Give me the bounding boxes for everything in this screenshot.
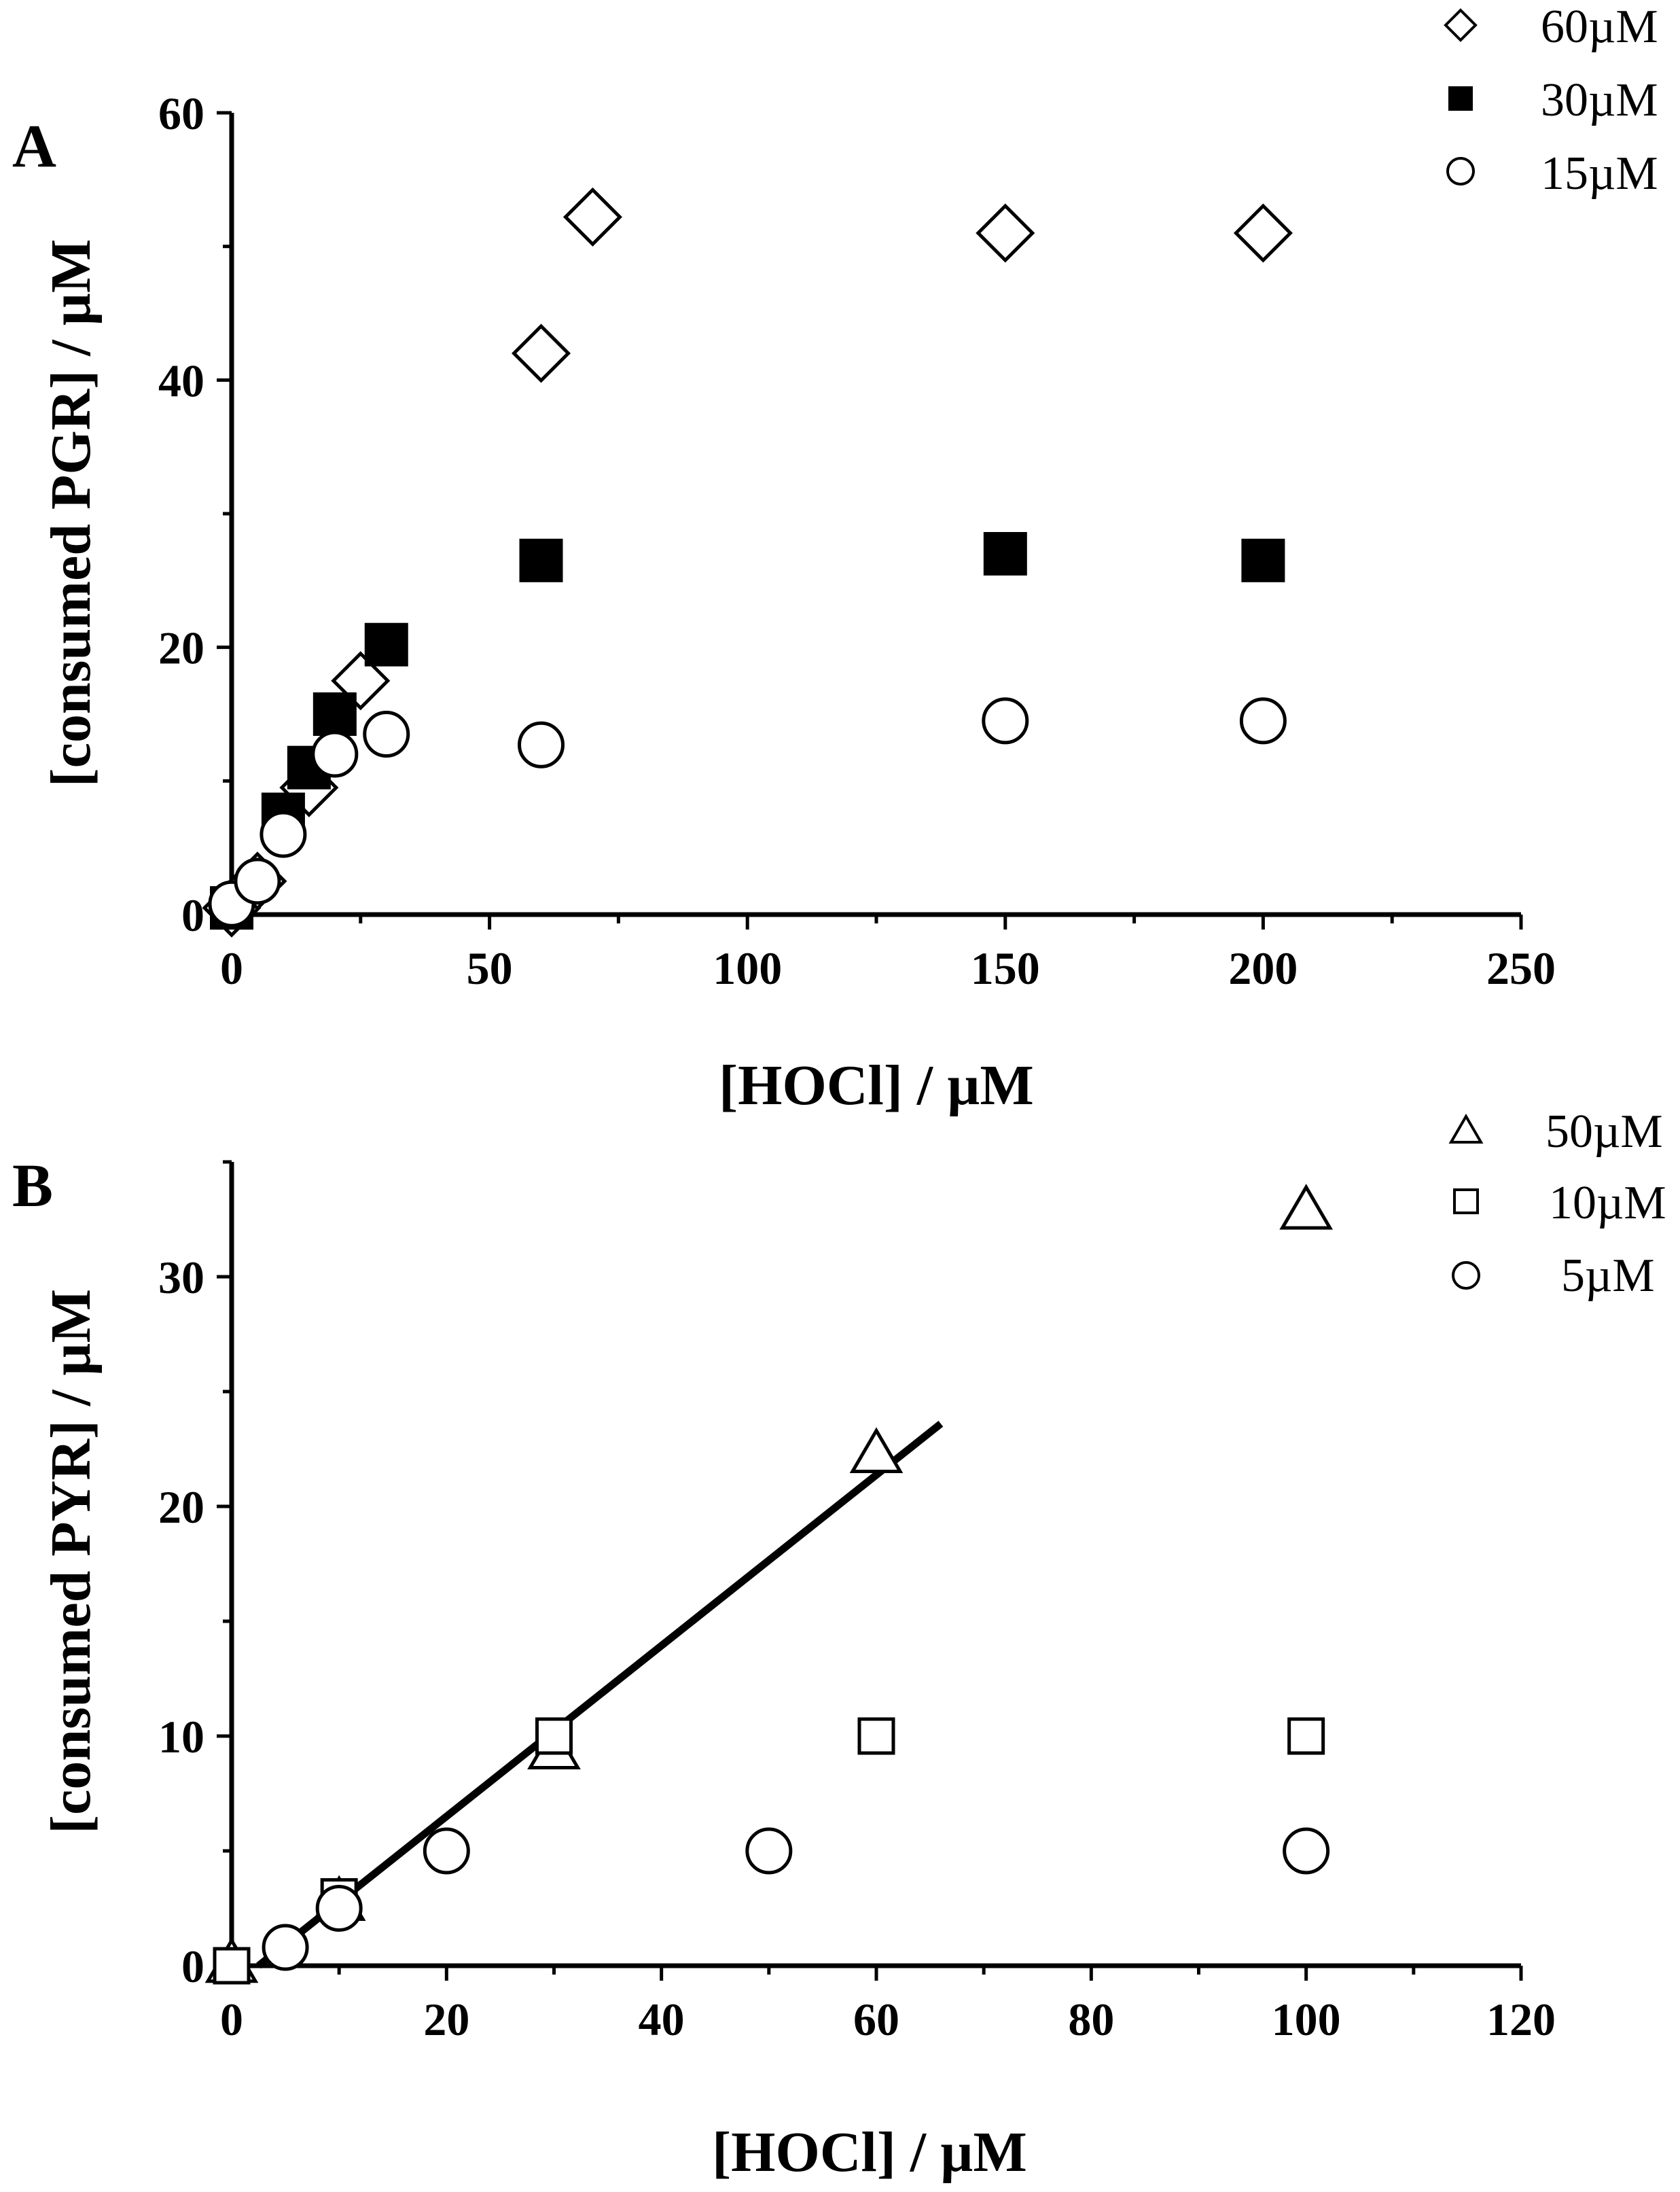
panel-a-point-series-2 — [518, 721, 565, 768]
panel-a-point-series-2 — [1239, 697, 1287, 745]
panel-b-x-tick-label: 120 — [1486, 1994, 1556, 2045]
panel-b-legend-marker-series-1 — [1453, 1188, 1479, 1214]
panel-a-point-series-1 — [1241, 538, 1285, 582]
panel-a-x-tick-label: 250 — [1486, 942, 1556, 994]
panel-b-x-tick-label: 100 — [1272, 1994, 1341, 2045]
panel-b-point-series-0 — [849, 1427, 904, 1473]
panel-a-point-series-1 — [983, 532, 1027, 576]
panel-a-point-series-2 — [982, 697, 1029, 745]
panel-a-x-tick-label: 50 — [467, 942, 513, 994]
panel-a-x-tick-label: 0 — [220, 942, 243, 994]
panel-b-y-tick-label: 10 — [158, 1711, 204, 1763]
panel-b-y-axis-title: [consumed PYR] / µM — [39, 1289, 103, 1834]
panel-b-legend-label-10: 10µM — [1549, 1177, 1666, 1229]
panel-a-legend-marker-series-1 — [1448, 86, 1473, 111]
panel-b-fit-line — [256, 1421, 944, 1969]
panel-b-point-series-2 — [1283, 1827, 1330, 1875]
panel-b-data-points — [204, 1184, 1334, 1985]
panel-b-chart: B 0 20 40 60 80 100 120 0 10 20 30 [HOCl] / µM [co… — [12, 1106, 1666, 2184]
panel-a-chart: A 0 50 100 150 200 250 0 20 40 60 [HOCl] / µM [co… — [12, 1, 1658, 1117]
panel-a-label: A — [12, 113, 56, 180]
panel-b-point-series-2 — [315, 1885, 363, 1932]
panel-a-legend-marker-series-0 — [1444, 8, 1478, 42]
panel-b-point-series-2 — [423, 1827, 470, 1875]
panel-a-legend-label-30: 30µM — [1541, 74, 1658, 126]
panel-b-point-series-1 — [1287, 1717, 1325, 1755]
panel-b-y-tick-label: 20 — [158, 1481, 204, 1533]
panel-a-data-points — [202, 187, 1293, 938]
panel-a-y-tick-label: 60 — [158, 88, 204, 139]
panel-a-y-axis-title: [consumed PGR] / µM — [39, 239, 103, 788]
panel-b-y-tick-label: 30 — [158, 1252, 204, 1303]
panel-a-legend-marker-series-2 — [1446, 157, 1475, 185]
panel-b-fit-line-group — [256, 1421, 944, 1969]
panel-b-x-axis-title: [HOCl] / µM — [712, 2121, 1027, 2184]
panel-b-point-series-2 — [745, 1827, 793, 1875]
panel-a-point-series-2 — [311, 730, 359, 778]
panel-b-point-series-1 — [535, 1717, 573, 1755]
panel-a-point-series-1 — [519, 538, 563, 582]
panel-a-x-axis-title: [HOCl] / µM — [719, 1054, 1034, 1117]
panel-a-point-series-0 — [511, 323, 571, 383]
panel-a-x-tick-label: 150 — [971, 942, 1040, 994]
panel-a-x-tick-label: 200 — [1228, 942, 1298, 994]
panel-a-ticks: 0 50 100 150 200 250 0 20 40 60 — [158, 88, 1556, 994]
panel-a-legend: 60µM 30µM 15µM — [1444, 1, 1658, 200]
panel-b-legend-label-5: 5µM — [1561, 1250, 1655, 1302]
panel-a-point-series-2 — [234, 858, 281, 905]
panel-b-legend-label-50: 50µM — [1545, 1106, 1663, 1158]
panel-b-legend-marker-series-0 — [1448, 1114, 1484, 1144]
panel-a-point-series-1 — [312, 692, 357, 736]
panel-a-point-series-2 — [363, 711, 410, 758]
panel-b-x-tick-label: 40 — [639, 1994, 685, 2045]
panel-a-legend-label-15: 15µM — [1541, 147, 1658, 200]
panel-b-point-series-2 — [262, 1924, 309, 1971]
panel-a-point-series-0 — [331, 651, 391, 711]
panel-a-y-tick-label: 0 — [181, 889, 204, 941]
panel-a-x-tick-label: 100 — [713, 942, 782, 994]
panel-a-point-series-0 — [562, 187, 622, 247]
panel-a-point-series-2 — [260, 811, 307, 858]
panel-b-x-tick-label: 0 — [220, 1994, 243, 2045]
panel-a-point-series-0 — [1233, 203, 1293, 263]
panel-b-y-tick-label: 0 — [181, 1941, 204, 1992]
panel-b-legend: 50µM 10µM 5µM — [1448, 1106, 1666, 1302]
panel-a-point-series-1 — [364, 622, 408, 667]
panel-b-point-series-1 — [213, 1947, 251, 1985]
panel-b-ticks: 0 20 40 60 80 100 120 0 10 20 30 — [158, 1160, 1556, 2045]
panel-b-x-tick-label: 20 — [423, 1994, 469, 2045]
panel-b-label: B — [12, 1152, 53, 1220]
panel-a-y-tick-label: 40 — [158, 355, 204, 406]
panel-b-x-tick-label: 60 — [853, 1994, 899, 2045]
panel-b-legend-marker-series-2 — [1452, 1261, 1480, 1290]
panel-b-x-tick-label: 80 — [1068, 1994, 1114, 2045]
panel-a-legend-label-60: 60µM — [1541, 1, 1658, 53]
panel-a-y-tick-label: 20 — [158, 622, 204, 674]
panel-b-point-series-0 — [1279, 1184, 1334, 1230]
panel-b-point-series-1 — [857, 1717, 895, 1755]
panel-a-point-series-0 — [976, 203, 1035, 263]
